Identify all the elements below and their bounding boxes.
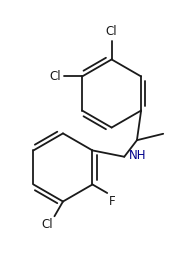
Text: Cl: Cl [50, 70, 62, 83]
Text: NH: NH [129, 149, 147, 162]
Text: Cl: Cl [41, 218, 53, 231]
Text: Cl: Cl [106, 25, 117, 38]
Text: F: F [109, 195, 116, 208]
